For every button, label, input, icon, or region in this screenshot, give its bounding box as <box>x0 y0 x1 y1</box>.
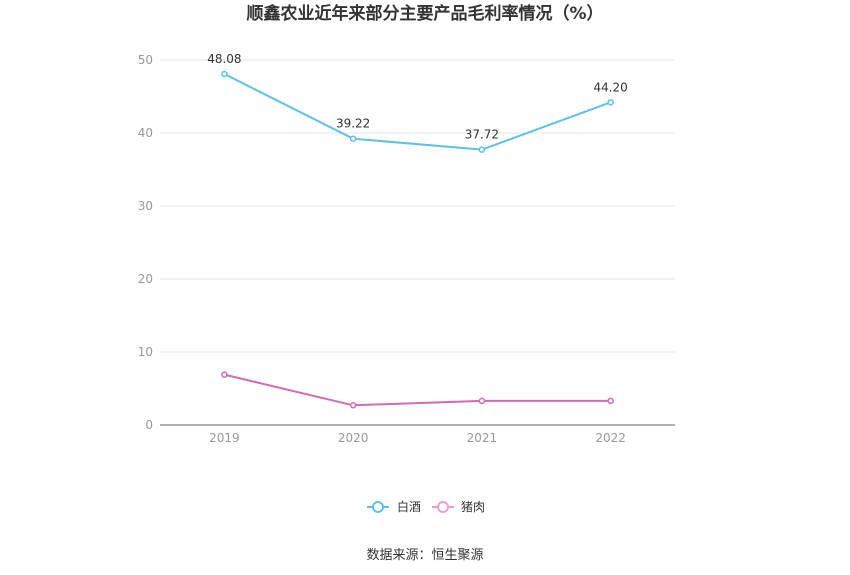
data-point[interactable] <box>221 70 228 78</box>
x-tick-label: 2022 <box>595 431 626 445</box>
y-tick-label: 20 <box>138 272 153 286</box>
series-layer: 48.08 39.22 37.72 44.20 <box>207 52 628 409</box>
series-line-1 <box>224 373 611 407</box>
data-point[interactable] <box>478 397 486 405</box>
data-label: 37.72 <box>465 128 499 142</box>
x-tick-label: 2020 <box>338 431 369 445</box>
y-axis-ticks: 0 10 20 30 40 50 <box>138 53 153 432</box>
data-point[interactable] <box>349 135 357 142</box>
y-tick-label: 10 <box>138 345 153 359</box>
y-tick-label: 0 <box>145 418 153 432</box>
series-line-0 <box>223 73 611 151</box>
y-tick-label: 30 <box>138 199 153 213</box>
x-tick-label: 2019 <box>209 431 240 445</box>
legend: 白酒 猪肉 <box>367 499 485 514</box>
data-point[interactable] <box>349 402 357 409</box>
data-label: 44.20 <box>593 80 627 94</box>
legend-marker-baijiu <box>372 501 384 513</box>
legend-label-zhurou: 猪肉 <box>461 500 485 514</box>
y-tick-label: 50 <box>138 53 153 67</box>
data-point[interactable] <box>221 371 228 378</box>
legend-item-baijiu[interactable]: 白酒 <box>367 499 421 514</box>
x-tick-label: 2021 <box>467 431 498 445</box>
data-point[interactable] <box>607 99 614 106</box>
gridlines <box>160 59 675 353</box>
source-note: 数据来源：恒生聚源 <box>366 548 483 563</box>
data-point[interactable] <box>478 146 486 153</box>
legend-label-baijiu: 白酒 <box>397 499 421 514</box>
data-label: 39.22 <box>336 117 370 131</box>
data-point[interactable] <box>607 397 614 405</box>
y-tick-label: 40 <box>138 126 153 140</box>
chart-title: 顺鑫农业近年来部分主要产品毛利率情况（%） <box>246 3 603 24</box>
legend-item-zhurou[interactable]: 猪肉 <box>432 500 485 514</box>
data-label: 48.08 <box>207 52 241 66</box>
legend-marker-zhurou <box>437 501 449 513</box>
x-axis-ticks: 2019 2020 2021 2022 <box>209 431 626 445</box>
